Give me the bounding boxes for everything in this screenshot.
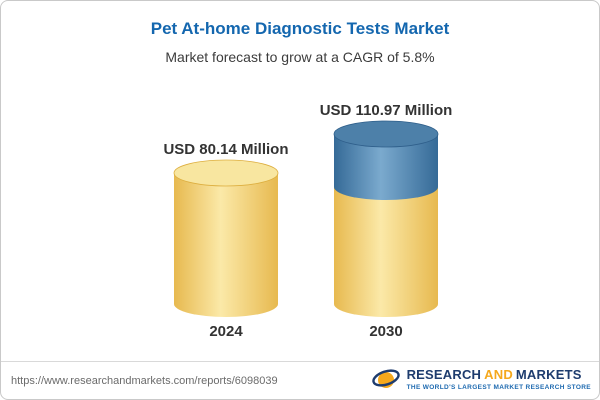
bar-2030-gold-segment — [334, 187, 438, 304]
bar-2024-body — [174, 173, 278, 304]
logo-text: RESEARCH AND MARKETS THE WORLD'S LARGEST M… — [407, 367, 591, 391]
bar-2024-top-ellipse — [173, 159, 279, 187]
logo-tagline: THE WORLD'S LARGEST MARKET RESEARCH STOR… — [406, 384, 591, 391]
bar-2030-top-ellipse — [333, 120, 439, 148]
chart-title: Pet At-home Diagnostic Tests Market — [150, 19, 450, 38]
logo-word-research: RESEARCH — [406, 367, 482, 382]
logo-word-and: AND — [484, 367, 513, 382]
logo-globe-icon — [371, 369, 400, 388]
value-label-2024: USD 80.14 Million — [163, 141, 288, 158]
value-label-2030: USD 110.97 Million — [320, 102, 453, 119]
footer-divider — [1, 361, 599, 362]
bar-2030 — [333, 120, 439, 317]
report-url: https://www.researchandmarkets.com/repor… — [11, 375, 278, 387]
logo-wordmark: RESEARCH AND MARKETS — [407, 367, 591, 382]
category-label-2030: 2030 — [369, 323, 402, 340]
bar-2024 — [173, 159, 279, 317]
cylinder-bar-chart: USD 80.14 Million USD 110.97 Million 202… — [163, 102, 453, 340]
logo-word-markets: MARKETS — [515, 367, 582, 382]
category-label-2024: 2024 — [209, 323, 243, 340]
research-and-markets-logo: RESEARCH AND MARKETS THE WORLD'S LARGEST M… — [371, 364, 591, 394]
chart-subtitle: Market forecast to grow at a CAGR of 5.8… — [165, 49, 435, 65]
